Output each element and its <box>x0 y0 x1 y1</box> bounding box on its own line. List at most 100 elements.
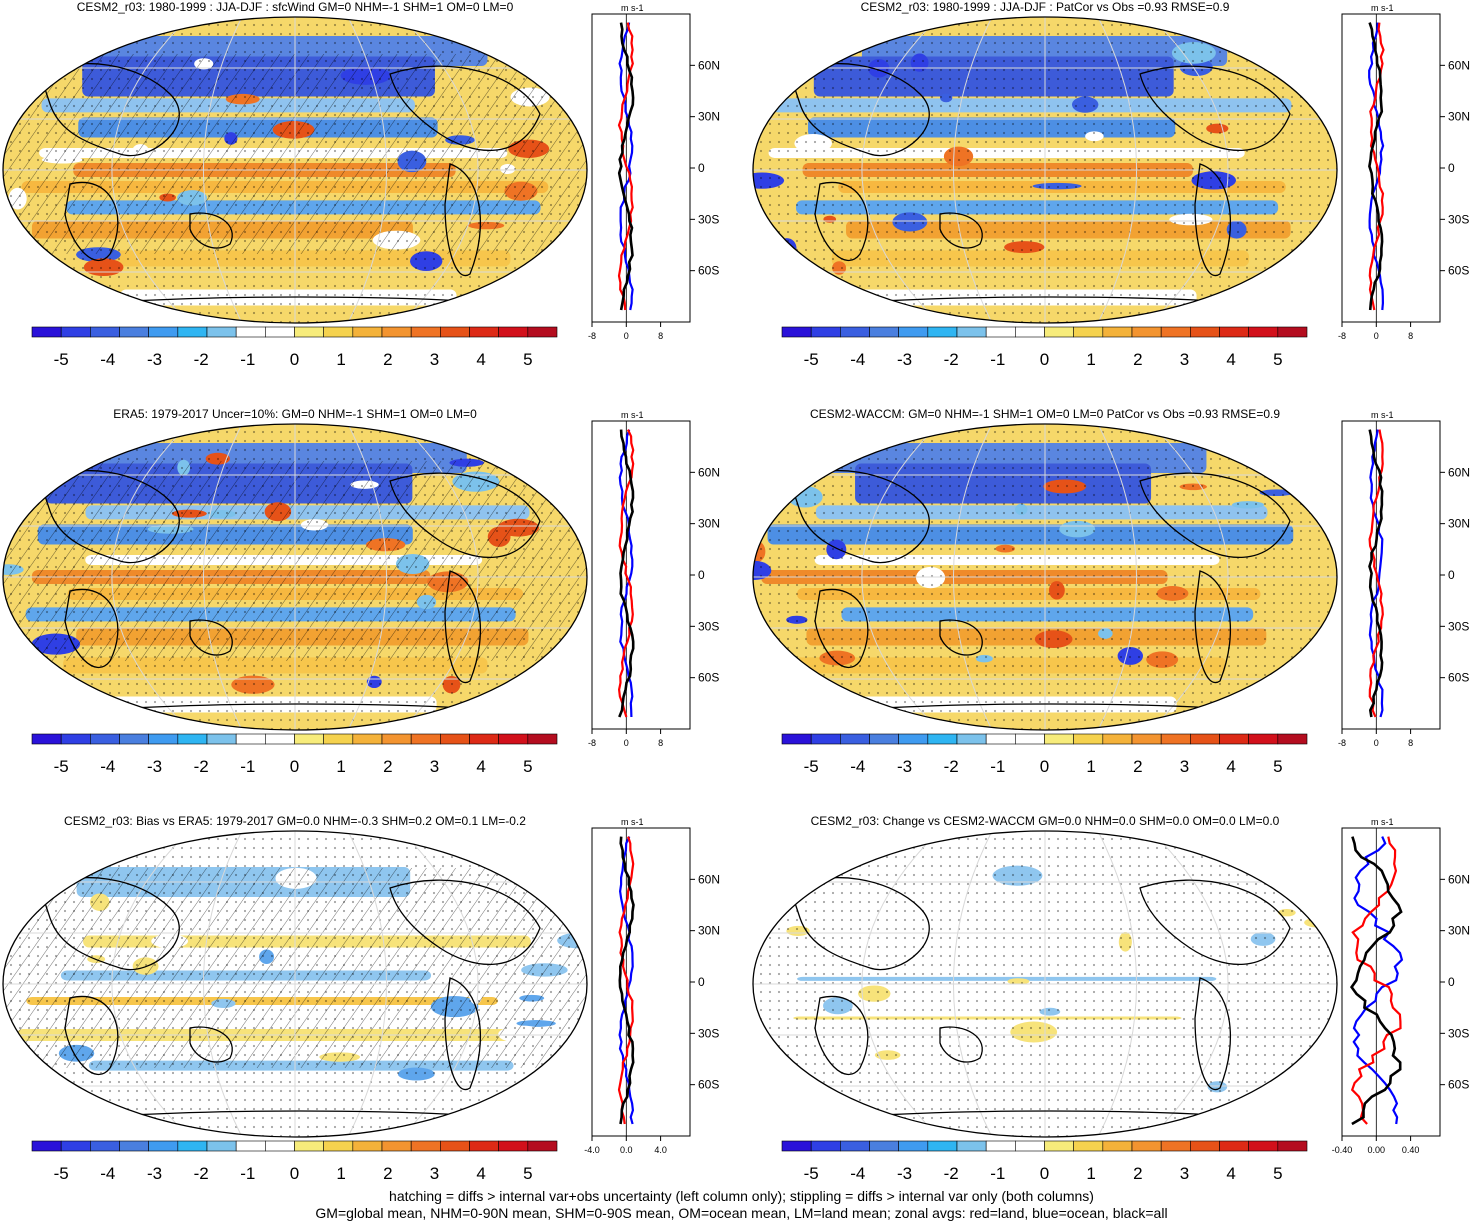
colorbar-tick-label: 2 <box>383 1164 392 1183</box>
zonal-lat-label: 60S <box>1448 1078 1469 1092</box>
zonal-average-plot: m s-1 60N 30N 0 30S 60S -8 0 8 <box>588 3 720 341</box>
colorbar-tick-label: 4 <box>1226 757 1235 776</box>
robinson-map <box>752 830 1338 1138</box>
zonal-lat-label: 30S <box>698 1026 719 1040</box>
colorbar: -5 -4 -3 -2 -1 0 1 2 3 4 5 <box>31 733 558 776</box>
zonal-lat-label: 30N <box>698 517 720 531</box>
robinson-map <box>2 830 588 1138</box>
colorbar-tick-label: -1 <box>990 1164 1005 1183</box>
colorbar: -5 -4 -3 -2 -1 0 1 2 3 4 5 <box>31 326 558 369</box>
zonal-lat-label: 30S <box>1448 212 1469 226</box>
zonal-average-plot: m s-1 60N 30N 0 30S 60S -8 0 8 <box>588 410 720 748</box>
map-panel-1: CESM2_r03: 1980-1999 : JJA-DJF : sfcWind… <box>0 0 740 400</box>
colorbar-tick-label: 0 <box>290 350 299 369</box>
colorbar-tick-label: 2 <box>1133 1164 1142 1183</box>
colorbar-tick-label: -1 <box>240 350 255 369</box>
zonal-x-tick-label: -8 <box>1338 331 1346 341</box>
colorbar-tick-label: 1 <box>336 1164 345 1183</box>
zonal-x-tick-label: -4.0 <box>584 1145 600 1155</box>
footer-note-abbreviations: GM=global mean, NHM=0-90N mean, SHM=0-90… <box>315 1205 1168 1221</box>
colorbar-tick-label: -5 <box>804 757 819 776</box>
panel-title: CESM2_r03: Bias vs ERA5: 1979-2017 GM=0.… <box>64 814 526 828</box>
zonal-x-tick-label: 8 <box>1408 331 1413 341</box>
colorbar-tick-label: -2 <box>194 757 209 776</box>
colorbar-tick-label: 5 <box>523 757 532 776</box>
zonal-lat-label: 0 <box>698 568 705 582</box>
zonal-average-plot: m s-1 60N 30N 0 30S 60S -8 0 8 <box>1338 410 1470 748</box>
colorbar-tick-label: -5 <box>804 350 819 369</box>
colorbar-tick-label: 4 <box>1226 350 1235 369</box>
colorbar-tick-label: 4 <box>1226 1164 1235 1183</box>
panel-title: CESM2-WACCM: GM=0 NHM=-1 SHM=1 OM=0 LM=0… <box>809 407 1281 421</box>
colorbar-tick-label: 1 <box>1086 757 1095 776</box>
colorbar-tick-label: -4 <box>100 350 115 369</box>
colorbar-tick-label: 5 <box>523 350 532 369</box>
zonal-lat-label: 30S <box>1448 1026 1469 1040</box>
zonal-lat-label: 60N <box>1448 465 1470 479</box>
zonal-lat-label: 60S <box>1448 264 1469 278</box>
colorbar-tick-label: 0 <box>290 757 299 776</box>
map-panel-5: CESM2_r03: Bias vs ERA5: 1979-2017 GM=0.… <box>0 814 740 1214</box>
zonal-average-plot: m s-1 60N 30N 0 30S 60S -4.0 0.0 4.0 <box>584 817 720 1155</box>
zonal-lat-label: 30N <box>1448 924 1470 938</box>
colorbar: -5 -4 -3 -2 -1 0 1 2 3 4 5 <box>781 326 1308 369</box>
zonal-unit-label: m s-1 <box>1371 817 1394 827</box>
colorbar-tick-label: 3 <box>1180 757 1189 776</box>
zonal-x-tick-label: 0.00 <box>1368 1145 1386 1155</box>
colorbar-tick-label: -1 <box>990 757 1005 776</box>
colorbar-tick-label: 5 <box>1273 757 1282 776</box>
zonal-average-plot: m s-1 60N 30N 0 30S 60S -8 0 8 <box>1338 3 1470 341</box>
zonal-lat-label: 30S <box>1448 619 1469 633</box>
colorbar-tick-label: -2 <box>194 350 209 369</box>
map-panel-3: ERA5: 1979-2017 Uncer=10%: GM=0 NHM=-1 S… <box>0 407 740 807</box>
zonal-x-tick-label: 8 <box>658 738 663 748</box>
zonal-lat-label: 30N <box>698 924 720 938</box>
map-panel-4: CESM2-WACCM: GM=0 NHM=-1 SHM=1 OM=0 LM=0… <box>750 407 1483 807</box>
zonal-lat-label: 0 <box>1448 161 1455 175</box>
colorbar-tick-label: -4 <box>100 757 115 776</box>
zonal-lat-label: 60N <box>698 58 720 72</box>
zonal-x-tick-label: -8 <box>588 331 596 341</box>
colorbar-tick-label: 3 <box>430 350 439 369</box>
colorbar-tick-label: 0 <box>1040 757 1049 776</box>
colorbar-tick-label: -2 <box>944 757 959 776</box>
colorbar-tick-label: -5 <box>54 1164 69 1183</box>
colorbar-tick-label: 2 <box>383 350 392 369</box>
zonal-unit-label: m s-1 <box>1371 3 1394 13</box>
colorbar-tick-label: -3 <box>147 757 162 776</box>
robinson-map <box>2 423 588 731</box>
robinson-map <box>752 423 1338 731</box>
zonal-unit-label: m s-1 <box>1371 410 1394 420</box>
colorbar-tick-label: 3 <box>1180 350 1189 369</box>
colorbar: -5 -4 -3 -2 -1 0 1 2 3 4 5 <box>781 1140 1308 1183</box>
zonal-lat-label: 60N <box>698 465 720 479</box>
colorbar-tick-label: 0 <box>290 1164 299 1183</box>
colorbar-tick-label: 2 <box>1133 350 1142 369</box>
zonal-x-tick-label: 8 <box>658 331 663 341</box>
zonal-x-tick-label: 0 <box>1374 738 1379 748</box>
colorbar-tick-label: -1 <box>240 1164 255 1183</box>
colorbar-tick-label: 4 <box>476 757 485 776</box>
zonal-x-tick-label: 0 <box>1374 331 1379 341</box>
colorbar-tick-label: -2 <box>944 350 959 369</box>
zonal-lat-label: 60S <box>698 1078 719 1092</box>
zonal-lat-label: 60N <box>1448 58 1470 72</box>
robinson-map <box>2 16 588 324</box>
colorbar-tick-label: 5 <box>1273 1164 1282 1183</box>
zonal-x-tick-label: 0.40 <box>1402 1145 1420 1155</box>
panel-title: CESM2_r03: 1980-1999 : JJA-DJF : sfcWind… <box>76 0 514 14</box>
colorbar: -5 -4 -3 -2 -1 0 1 2 3 4 5 <box>31 1140 558 1183</box>
colorbar-tick-label: 3 <box>430 757 439 776</box>
zonal-x-tick-label: 4.0 <box>654 1145 667 1155</box>
zonal-x-tick-label: 0 <box>624 331 629 341</box>
footer-note-hatching: hatching = diffs > internal var+obs unce… <box>389 1188 1094 1204</box>
zonal-lat-label: 0 <box>1448 568 1455 582</box>
colorbar-tick-label: 1 <box>336 757 345 776</box>
zonal-x-tick-label: 8 <box>1408 738 1413 748</box>
colorbar-tick-label: -5 <box>804 1164 819 1183</box>
colorbar-tick-label: 0 <box>1040 350 1049 369</box>
colorbar-tick-label: -3 <box>897 350 912 369</box>
zonal-average-plot: m s-1 60N 30N 0 30S 60S -0.40 0.00 0.40 <box>1332 817 1470 1155</box>
zonal-lat-label: 30S <box>698 212 719 226</box>
zonal-unit-label: m s-1 <box>621 817 644 827</box>
